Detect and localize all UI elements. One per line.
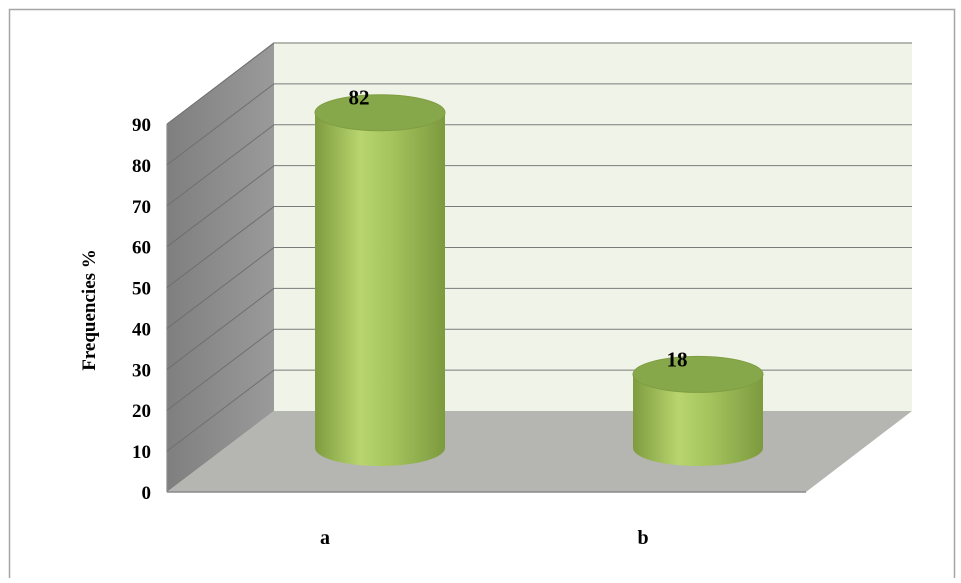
bar-top bbox=[314, 94, 446, 132]
bar-body bbox=[315, 112, 445, 466]
x-category-label: a bbox=[320, 527, 330, 549]
y-tick-label: 0 bbox=[142, 483, 152, 504]
gridline-side bbox=[166, 369, 275, 452]
gridline-side bbox=[166, 206, 275, 288]
y-tick-label: 40 bbox=[132, 319, 151, 340]
gridline-side bbox=[166, 124, 275, 207]
y-tick-label: 20 bbox=[132, 401, 151, 422]
data-label: 82 bbox=[349, 86, 370, 110]
x-category-label: b bbox=[637, 527, 648, 549]
data-labels: 82 18 bbox=[349, 86, 688, 372]
side-wall bbox=[167, 42, 274, 492]
bar-a bbox=[314, 94, 446, 466]
y-tick-label: 70 bbox=[132, 197, 151, 218]
y-tick-label: 80 bbox=[132, 156, 151, 177]
gridline-side bbox=[166, 328, 275, 411]
floor bbox=[167, 411, 912, 492]
y-tick-label: 30 bbox=[132, 360, 151, 381]
gridline-side bbox=[166, 247, 275, 329]
gridline-side bbox=[166, 42, 275, 125]
bar-body bbox=[633, 374, 763, 466]
gridline-side bbox=[166, 83, 275, 166]
bars bbox=[314, 94, 764, 466]
y-tick-label: 50 bbox=[132, 279, 151, 300]
y-axis-ticks: 0 10 20 30 40 50 60 70 80 90 bbox=[132, 115, 151, 504]
y-tick-label: 10 bbox=[132, 442, 151, 463]
bar-b bbox=[632, 355, 764, 466]
data-label: 18 bbox=[667, 347, 688, 371]
y-axis-label: Frequencies % bbox=[79, 249, 100, 371]
bar-top bbox=[632, 355, 764, 393]
gridline-side bbox=[166, 165, 275, 248]
y-tick-label: 60 bbox=[132, 238, 151, 259]
y-tick-label: 90 bbox=[132, 115, 151, 136]
gridline-side bbox=[166, 287, 275, 370]
